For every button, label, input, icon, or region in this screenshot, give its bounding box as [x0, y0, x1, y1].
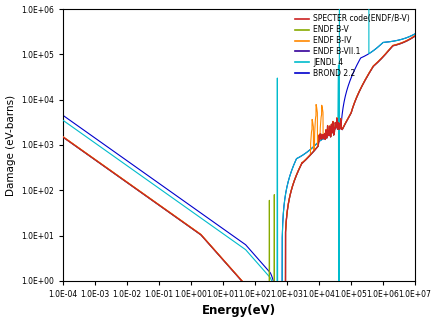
Y-axis label: Damage (eV-barns): Damage (eV-barns)	[6, 94, 16, 195]
X-axis label: Energy(eV): Energy(eV)	[202, 305, 276, 318]
Legend: SPECTER code(ENDF/B-V), ENDF B-V, ENDF B-IV, ENDF B-VII.1, JENDL 4, BROND 2.2: SPECTER code(ENDF/B-V), ENDF B-V, ENDF B…	[294, 13, 411, 79]
